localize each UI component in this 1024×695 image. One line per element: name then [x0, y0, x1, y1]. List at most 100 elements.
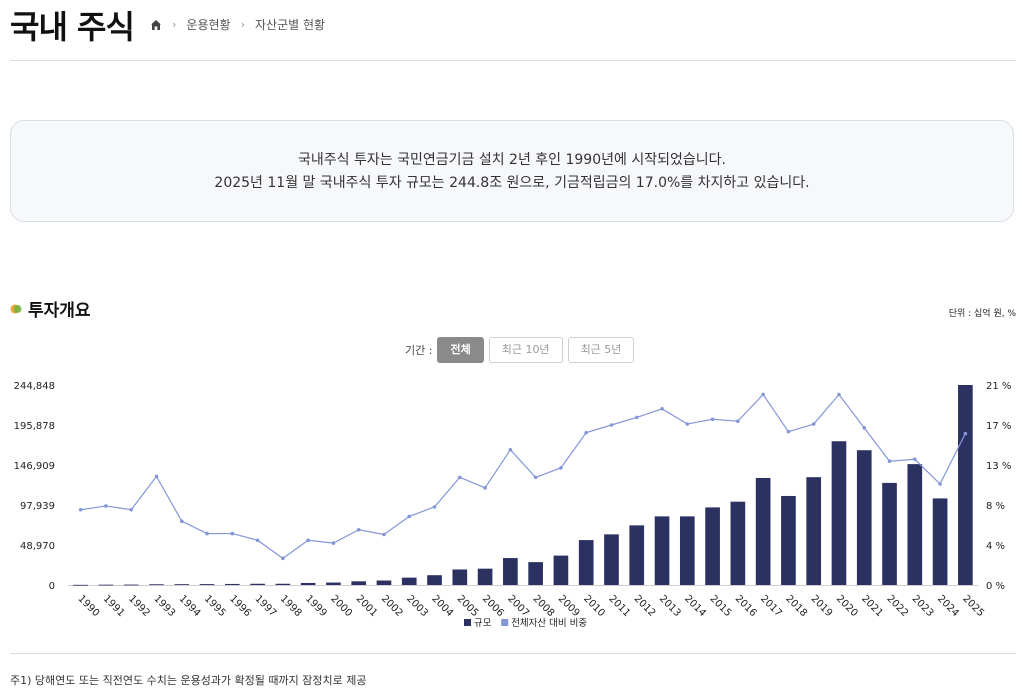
right-axis-tick-label: 17 %	[986, 421, 1011, 432]
right-axis-tick-label: 4 %	[986, 541, 1005, 552]
page-title: 국내 주식	[10, 8, 135, 46]
line-point-2021	[862, 426, 867, 430]
intro-line-1: 국내주식 투자는 국민연금기금 설치 2년 후인 1990년에 시작되었습니다.	[298, 152, 726, 168]
left-axis-tick-label: 195,878	[14, 421, 55, 432]
bar-1990	[73, 584, 88, 586]
bar-1992	[123, 584, 139, 586]
x-tick-label: 1990	[76, 593, 102, 619]
x-tick-label: 2000	[328, 593, 354, 619]
line-point-2005	[458, 475, 462, 480]
x-tick-label: 2002	[379, 593, 405, 619]
home-icon[interactable]	[150, 19, 162, 31]
x-tick-label: 2011	[606, 593, 632, 619]
bar-2019	[806, 477, 822, 585]
line-point-1994	[179, 519, 184, 523]
bar-2018	[781, 495, 796, 585]
line-point-2009	[559, 466, 563, 470]
line-point-1990	[78, 507, 83, 512]
chevron-right-icon: ›	[240, 18, 245, 31]
line-point-2006	[483, 486, 487, 490]
section-bullet-icon	[10, 304, 22, 313]
x-tick-label: 2018	[783, 593, 809, 619]
line-point-2004	[432, 505, 437, 509]
bar-2006	[477, 568, 493, 585]
breadcrumb-item-asset-class[interactable]: 자산군별 현황	[254, 18, 326, 32]
bar-1996	[224, 583, 240, 585]
line-point-1992	[129, 507, 133, 512]
x-tick-label: 2005	[455, 593, 481, 619]
period-all-button[interactable]: 전체	[437, 337, 484, 363]
line-point-2012	[634, 415, 639, 420]
legend-swatch-ratio	[501, 619, 509, 626]
x-tick-label: 2019	[809, 593, 835, 619]
left-axis-tick-label: 48,970	[20, 541, 55, 552]
x-tick-label: 2024	[935, 593, 961, 619]
bar-2020	[831, 441, 847, 585]
line-point-2007	[508, 447, 513, 452]
bar-2003	[401, 577, 417, 585]
x-tick-label: 1995	[202, 593, 228, 619]
bar-1994	[174, 584, 190, 585]
right-axis-tick-label: 8 %	[986, 501, 1005, 512]
period-10y-button[interactable]: 최근 10년	[488, 337, 563, 363]
period-label: 기간 :	[405, 344, 433, 357]
right-axis-tick-label: 0 %	[986, 581, 1005, 592]
footnote: 주1) 당해연도 또는 직전연도 수치는 운용성과가 확정될 때까지 잠정치로 …	[10, 674, 367, 687]
line-point-2016	[736, 419, 740, 423]
line-point-2000	[331, 541, 336, 545]
right-axis-ticks: 0 % 4 % 8 % 13 % 17 % 21 %	[986, 381, 1011, 592]
line-point-2017	[761, 392, 765, 397]
line-point-2010	[584, 430, 588, 435]
bar-2022	[882, 482, 897, 585]
line-point-2008	[533, 475, 538, 480]
bar-2011	[604, 534, 619, 585]
x-tick-label: 2010	[581, 593, 607, 619]
x-tick-label: 2009	[556, 593, 582, 619]
line-point-2019	[811, 422, 816, 426]
section-title: 투자개요	[28, 301, 91, 321]
bar-2002	[376, 580, 392, 585]
x-tick-label: 2023	[910, 593, 936, 619]
chevron-right-icon: ›	[172, 18, 177, 31]
breadcrumb-item-operations[interactable]: 운용현황	[186, 18, 231, 32]
line-point-2020	[837, 392, 841, 397]
bar-1991	[98, 584, 114, 586]
bar-2005	[452, 569, 468, 585]
right-axis-tick-label: 21 %	[986, 381, 1011, 392]
x-tick-label: 2014	[682, 593, 708, 619]
legend-swatch-size	[464, 619, 471, 626]
x-tick-label: 2001	[354, 593, 380, 619]
line-point-1991	[104, 504, 108, 508]
line-point-1999	[306, 538, 310, 543]
x-tick-label: 1997	[252, 593, 278, 619]
line-point-1993	[154, 474, 159, 479]
chart-legend: 규모 전체자산 대비 비중	[464, 618, 587, 629]
period-5y-button[interactable]: 최근 5년	[567, 337, 635, 363]
line-point-2001	[356, 527, 361, 532]
left-axis-tick-label: 97,939	[20, 501, 55, 512]
line-point-2003	[407, 514, 412, 519]
bar-2007	[503, 558, 518, 585]
x-tick-label: 1992	[126, 593, 152, 619]
line-point-2024	[938, 482, 942, 486]
line-point-2022	[887, 459, 892, 463]
bar-2016	[730, 501, 746, 585]
bar-2014	[679, 516, 695, 585]
line-point-2011	[609, 423, 614, 427]
line-point-1997	[255, 538, 260, 543]
legend-label: 전체자산 대비 비중	[511, 618, 587, 629]
bar-2024	[932, 498, 948, 585]
x-tick-label: 2012	[632, 593, 658, 619]
period-selector: 기간 : 전체 최근 10년 최근 5년	[405, 337, 635, 363]
x-tick-label: 2003	[404, 593, 430, 619]
x-tick-label: 2025	[960, 593, 986, 619]
x-tick-label: 2006	[480, 593, 506, 619]
x-tick-label: 1993	[151, 593, 177, 619]
x-tick-label: 1999	[303, 593, 329, 619]
line-point-2025	[963, 431, 968, 436]
breadcrumb: › 운용현황 › 자산군별 현황	[150, 16, 325, 33]
line-point-2018	[786, 429, 791, 434]
line-point-1996	[230, 531, 235, 536]
bar-1995	[199, 584, 215, 585]
x-tick-label: 2022	[884, 593, 910, 619]
